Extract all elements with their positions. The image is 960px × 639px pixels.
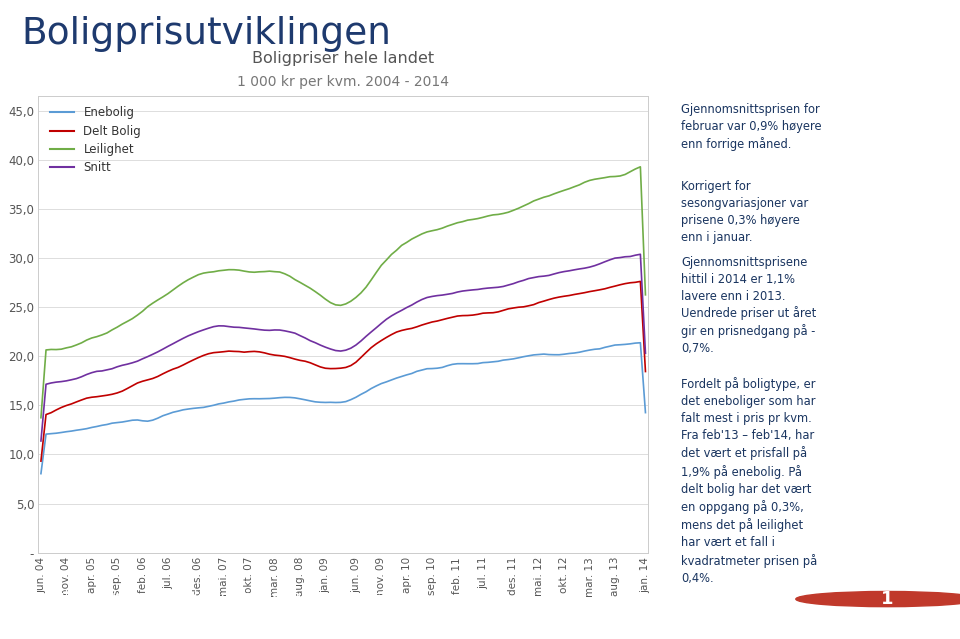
Text: Fordelt på boligtype, er
det eneboliger som har
falt mest i pris pr kvm.
Fra feb: Fordelt på boligtype, er det eneboliger …	[681, 377, 817, 585]
Text: 1 000 kr per kvm. 2004 - 2014: 1 000 kr per kvm. 2004 - 2014	[237, 75, 449, 89]
Text: Gjennomsnittsprisene
hittil i 2014 er 1,1%
lavere enn i 2013.: Gjennomsnittsprisene hittil i 2014 er 1,…	[681, 256, 807, 303]
Text: EiendomsMegler: EiendomsMegler	[667, 588, 850, 607]
Text: Korrigert for
sesongvariasjoner var
prisene 0,3% høyere
enn i januar.: Korrigert for sesongvariasjoner var pris…	[681, 180, 808, 244]
Circle shape	[796, 592, 960, 606]
Text: 1: 1	[880, 590, 894, 608]
Legend: Enebolig, Delt Bolig, Leilighet, Snitt: Enebolig, Delt Bolig, Leilighet, Snitt	[50, 106, 141, 174]
Text: Boligpriser hele landet: Boligpriser hele landet	[252, 51, 434, 66]
Text: Gjennomsnittsprisen for
februar var 0,9% høyere
enn forrige måned.: Gjennomsnittsprisen for februar var 0,9%…	[681, 103, 822, 151]
Text: Uendrede priser ut året
gir en prisnedgang på -
0,7%.: Uendrede priser ut året gir en prisnedga…	[681, 306, 816, 355]
Text: Boligprisutviklingen: Boligprisutviklingen	[21, 16, 391, 52]
Text: 15   Kilde: Eiendomsmeglerbransjens boligprisstatistikk: 15 Kilde: Eiendomsmeglerbransjens boligp…	[21, 590, 407, 604]
